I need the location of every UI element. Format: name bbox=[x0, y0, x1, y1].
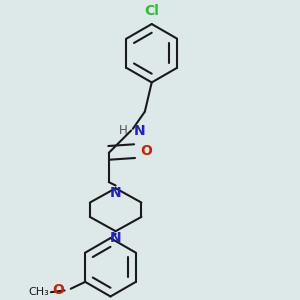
Text: H: H bbox=[119, 124, 128, 137]
Text: Cl: Cl bbox=[144, 4, 159, 18]
Text: O: O bbox=[53, 284, 64, 298]
Text: N: N bbox=[110, 231, 122, 245]
Text: CH₃: CH₃ bbox=[28, 287, 49, 297]
Text: N: N bbox=[134, 124, 145, 137]
Text: O: O bbox=[141, 144, 153, 158]
Text: N: N bbox=[110, 185, 122, 200]
